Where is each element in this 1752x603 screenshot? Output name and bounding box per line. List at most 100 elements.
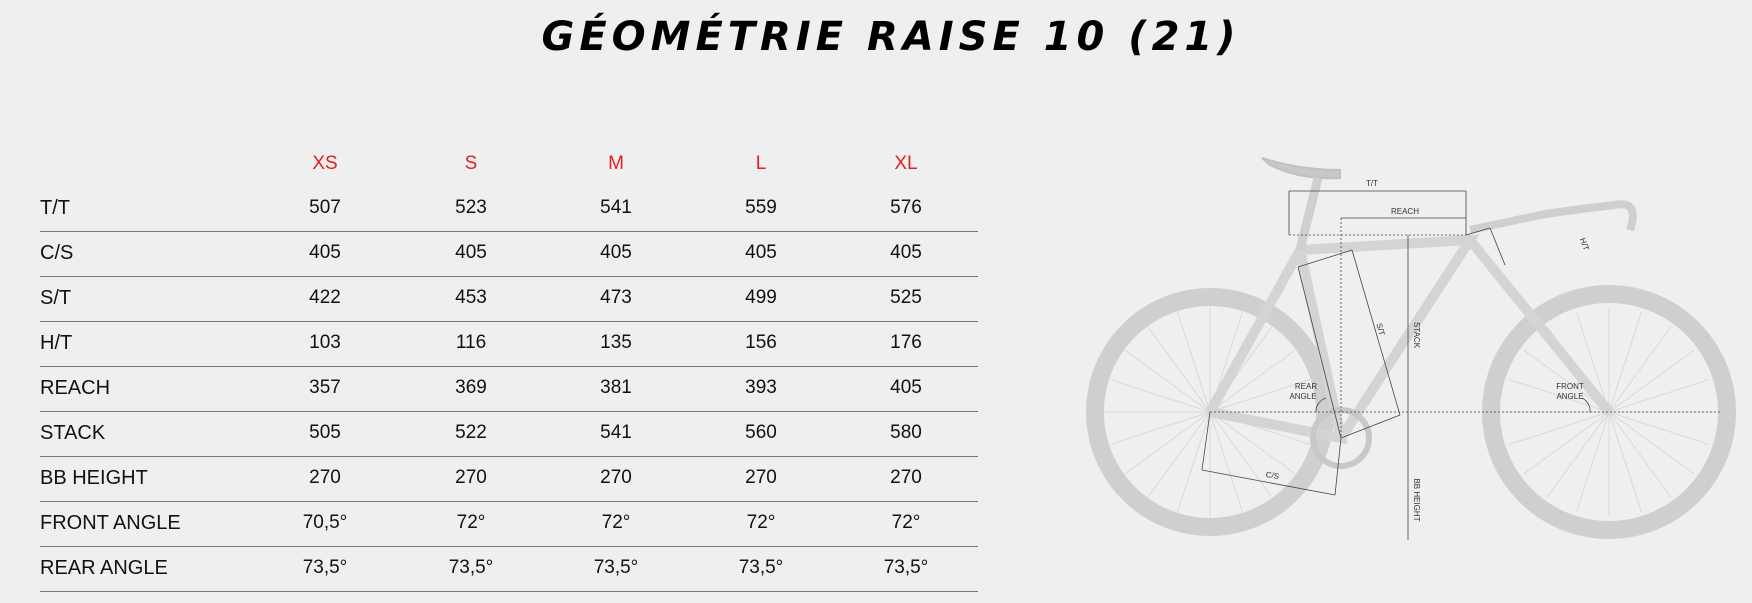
value-cell: 523	[455, 197, 487, 218]
value-cell: 576	[890, 197, 922, 218]
value-cell: 73,5°	[448, 557, 494, 578]
reach-label: REACH	[1391, 207, 1419, 216]
spoke	[1177, 311, 1211, 413]
value-cell: 135	[600, 332, 632, 353]
table-row: T/T 507 523 541 559 576	[40, 187, 978, 232]
spoke	[1508, 411, 1610, 445]
row-label: STACK	[40, 422, 106, 444]
spoke	[1124, 349, 1211, 413]
table-row: S/T 422 453 473 499 525	[40, 277, 978, 322]
bike-geometry-diagram: T/T REACH H/T S/T STACK REAR ANGLE FRONT…	[1086, 157, 1736, 540]
value-cell: 505	[309, 422, 341, 443]
spoke	[1209, 411, 1243, 513]
value-cell: 541	[600, 197, 632, 218]
geometry-table: XS S M L XL T/T 507 523 541 559 576 C/S 405 405 4…	[40, 145, 978, 592]
front-angle-label: FRONT	[1556, 382, 1584, 391]
table-row: REACH 357 369 381 393 405	[40, 367, 978, 412]
row-label: C/S	[40, 242, 74, 264]
value-cell: 525	[890, 287, 922, 308]
value-cell: 560	[745, 422, 777, 443]
table-row: STACK 505 522 541 560 580	[40, 412, 978, 457]
value-cell: 405	[600, 242, 632, 263]
value-cell: 507	[309, 197, 341, 218]
value-cell: 559	[745, 197, 777, 218]
cs-label: C/S	[1265, 470, 1280, 481]
row-label: FRONT ANGLE	[40, 512, 181, 534]
spoke	[1608, 379, 1710, 413]
row-label: REACH	[40, 377, 111, 399]
value-cell: 270	[600, 467, 632, 488]
value-cell: 73,5°	[302, 557, 348, 578]
value-cell: 73,5°	[738, 557, 784, 578]
value-cell: 405	[309, 242, 341, 263]
value-cell: 499	[745, 287, 777, 308]
value-cell: 393	[745, 377, 777, 398]
spoke	[1608, 326, 1672, 413]
table-row: FRONT ANGLE 70,5° 72° 72° 72° 72°	[40, 502, 978, 547]
spoke	[1608, 311, 1642, 413]
seatpost	[1295, 176, 1323, 252]
size-header: M	[608, 153, 624, 174]
value-cell: 116	[455, 332, 487, 353]
value-cell: 453	[455, 287, 487, 308]
size-header: L	[755, 153, 767, 174]
spoke	[1576, 411, 1610, 513]
table-row: REAR ANGLE 73,5° 73,5° 73,5° 73,5° 73,5°	[40, 547, 978, 592]
saddle	[1261, 157, 1341, 180]
spoke	[1608, 411, 1710, 445]
row-label: T/T	[40, 197, 70, 219]
spoke	[1209, 411, 1296, 475]
value-cell: 541	[600, 422, 632, 443]
value-cell: 270	[309, 467, 341, 488]
value-cell: 72°	[746, 512, 776, 533]
row-label: BB HEIGHT	[40, 467, 148, 489]
value-cell: 405	[890, 242, 922, 263]
value-cell: 72°	[456, 512, 486, 533]
value-cell: 357	[309, 377, 341, 398]
ht-label: H/T	[1578, 237, 1591, 252]
value-cell: 270	[745, 467, 777, 488]
value-cell: 156	[745, 332, 777, 353]
spoke	[1177, 411, 1211, 513]
value-cell: 72°	[601, 512, 631, 533]
spoke	[1546, 411, 1610, 498]
spoke	[1608, 349, 1695, 413]
value-cell: 70,5°	[302, 512, 348, 533]
row-label: S/T	[40, 287, 72, 309]
spoke	[1209, 379, 1311, 413]
rear-angle-label: ANGLE	[1289, 392, 1316, 401]
value-cell: 73,5°	[883, 557, 929, 578]
front-angle-label: ANGLE	[1556, 392, 1583, 401]
size-header: S	[464, 153, 478, 174]
value-cell: 381	[600, 377, 632, 398]
rear-angle-label: REAR	[1295, 382, 1317, 391]
value-cell: 405	[890, 377, 922, 398]
value-cell: 473	[600, 287, 632, 308]
value-cell: 422	[309, 287, 341, 308]
value-cell: 72°	[891, 512, 921, 533]
size-header: XL	[894, 153, 918, 174]
page-title: GÉOMÉTRIE RAISE 10 (21)	[541, 14, 1241, 60]
tt-label: T/T	[1366, 179, 1378, 188]
spoke	[1608, 411, 1695, 475]
spoke	[1523, 411, 1610, 475]
spoke	[1109, 411, 1211, 445]
spoke	[1576, 311, 1610, 413]
value-cell: 270	[455, 467, 487, 488]
dimension-lines	[1201, 190, 1720, 540]
spoke	[1508, 379, 1610, 413]
value-cell: 73,5°	[593, 557, 639, 578]
spoke	[1608, 411, 1642, 513]
spoke	[1147, 326, 1211, 413]
value-cell: 580	[890, 422, 922, 443]
handlebar	[1469, 200, 1637, 234]
spoke	[1209, 411, 1273, 498]
row-label: H/T	[40, 332, 73, 354]
bb-height-label: BB HEIGHT	[1412, 478, 1421, 521]
spoke	[1608, 411, 1672, 498]
row-label: REAR ANGLE	[40, 557, 168, 579]
value-cell: 369	[455, 377, 487, 398]
stack-label: STACK	[1412, 322, 1421, 349]
table-row: H/T 103 116 135 156 176	[40, 322, 978, 367]
size-header-row: XS S M L XL	[40, 145, 978, 187]
